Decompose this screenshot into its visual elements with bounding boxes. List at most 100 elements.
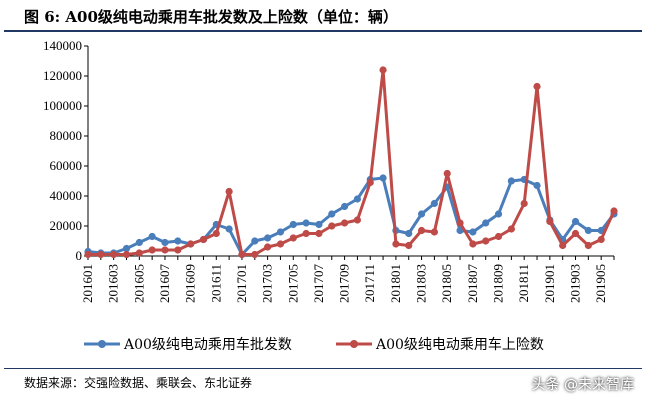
x-axis: 201601 201603 201605 201607 201609 201611 2017… (80, 255, 615, 304)
source-divider (4, 368, 642, 369)
data-point (302, 229, 310, 238)
x-tick-label: 201807 (465, 264, 480, 304)
y-tick-label: 0 (76, 248, 83, 263)
x-tick-label: 201707 (311, 264, 326, 304)
y-tick-label: 20000 (50, 218, 83, 233)
title-bar: 图 6: A00级纯电动乘用车批发数及上险数（单位：辆） (4, 2, 642, 32)
data-point (199, 235, 208, 244)
data-point (353, 216, 362, 224)
data-point (584, 226, 592, 235)
data-point (417, 226, 426, 235)
data-point (212, 229, 220, 238)
legend: A00级纯电动乘用车批发数 A00级纯电动乘用车上险数 (84, 336, 544, 353)
data-point (392, 240, 400, 248)
data-point (571, 217, 580, 226)
data-point (533, 82, 541, 91)
data-point (610, 207, 618, 215)
x-tick-label: 201809 (491, 264, 506, 303)
data-point (456, 219, 464, 227)
x-tick-label: 201709 (337, 264, 352, 303)
y-axis: 0 20000 40000 60000 80000 100000 120000 140000 (43, 38, 89, 263)
x-tick-label: 201609 (183, 264, 198, 303)
data-point (148, 246, 156, 254)
chart-title: 图 6: A00级纯电动乘用车批发数及上险数（单位：辆） (24, 8, 398, 26)
y-tick-label: 40000 (50, 188, 83, 203)
data-point (148, 232, 156, 241)
data-point (174, 237, 182, 245)
data-point (276, 228, 285, 236)
insured-series-line (88, 68, 616, 256)
data-point (379, 174, 387, 182)
data-point (251, 237, 259, 245)
x-tick-label: 201705 (285, 264, 300, 303)
x-tick-label: 201701 (234, 264, 249, 303)
data-point (135, 238, 143, 247)
data-point (122, 250, 131, 259)
data-point (507, 225, 515, 233)
source-note: 数据来源：交强险数据、乘联会、东北证券 (24, 376, 253, 390)
y-tick-label: 80000 (50, 128, 83, 143)
wholesale-series (84, 174, 618, 259)
x-tick-label: 201711 (362, 264, 377, 303)
data-point (482, 237, 490, 245)
y-tick-label: 100000 (43, 98, 82, 113)
x-tick-label: 201805 (439, 264, 454, 303)
legend-label: A00级纯电动乘用车上险数 (375, 336, 544, 353)
x-tick-label: 201611 (208, 264, 223, 303)
y-tick-label: 140000 (43, 38, 82, 53)
data-point (187, 240, 195, 248)
data-point (302, 219, 310, 227)
x-tick-label: 201607 (157, 264, 172, 304)
x-tick-label: 201803 (414, 264, 429, 303)
x-tick-label: 201703 (260, 264, 275, 303)
x-tick-label: 201905 (593, 264, 608, 303)
y-tick-label: 60000 (50, 158, 83, 173)
x-tick-label: 201603 (106, 264, 121, 303)
data-point (494, 210, 503, 218)
series-layer (84, 66, 618, 259)
data-point (469, 228, 477, 236)
data-point (520, 199, 528, 208)
data-point (97, 250, 105, 259)
data-point (430, 199, 438, 208)
data-point (405, 229, 413, 238)
data-point (469, 240, 477, 248)
data-point (161, 246, 169, 254)
x-tick-label: 201901 (542, 264, 557, 303)
data-point (238, 250, 246, 259)
data-point (84, 250, 92, 259)
data-point (494, 232, 503, 241)
data-point (430, 228, 438, 236)
data-point (161, 238, 169, 247)
insured-series (84, 66, 618, 259)
x-tick-label: 201605 (131, 264, 146, 303)
legend-label: A00级纯电动乘用车批发数 (123, 336, 292, 353)
data-point (559, 241, 567, 250)
x-tick-label: 201811 (516, 264, 531, 303)
data-point (340, 202, 349, 211)
x-tick-label: 201801 (388, 264, 403, 303)
data-point (264, 234, 272, 242)
data-point (533, 181, 541, 190)
data-point (225, 225, 233, 233)
data-point (251, 250, 259, 259)
data-point (546, 217, 554, 226)
data-point (276, 240, 285, 248)
data-point (110, 250, 118, 259)
data-point (340, 219, 349, 227)
legend-swatch-marker (350, 340, 358, 348)
data-point (328, 222, 336, 230)
data-point (417, 210, 426, 218)
data-point (482, 219, 490, 227)
data-point (353, 195, 362, 203)
legend-swatch-marker (98, 340, 106, 348)
data-point (584, 241, 592, 250)
x-tick-label: 201601 (80, 264, 95, 303)
data-point (507, 177, 515, 185)
data-point (379, 66, 387, 74)
x-tick-label: 201903 (568, 264, 583, 303)
data-point (264, 243, 272, 251)
watermark: 头条 @未来智库 (531, 377, 634, 393)
data-point (328, 210, 336, 218)
